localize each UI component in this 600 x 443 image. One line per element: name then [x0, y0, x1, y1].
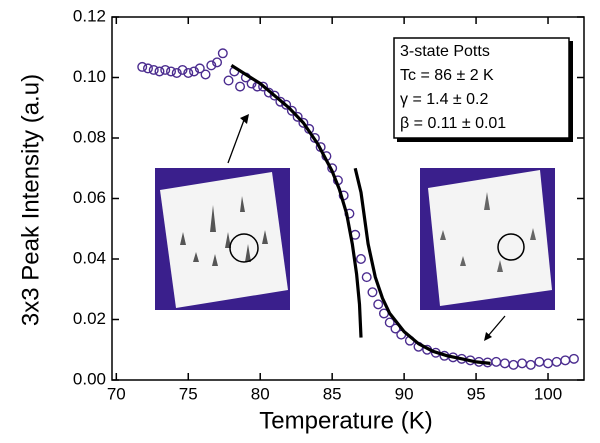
data-point — [292, 111, 303, 122]
data-point — [367, 287, 378, 298]
data-point — [269, 90, 280, 101]
data-point — [212, 57, 223, 68]
data-point — [154, 66, 165, 77]
data-point — [206, 60, 217, 71]
data-point — [560, 355, 571, 366]
data-point — [183, 67, 194, 78]
x-tick-label: 90 — [395, 384, 414, 403]
inset-right — [420, 168, 555, 310]
data-point — [160, 64, 171, 75]
data-point — [171, 67, 182, 78]
data-point — [355, 253, 366, 264]
x-tick-label: 100 — [534, 384, 562, 403]
arrows — [227, 114, 506, 341]
data-point — [373, 299, 384, 310]
annotation: γ = 1.4 ± 0.2 — [400, 91, 488, 108]
x-tick-label: 85 — [323, 384, 342, 403]
data-point — [543, 358, 554, 369]
x-tick-label: 80 — [251, 384, 270, 403]
fit-line — [230, 64, 363, 338]
data-point — [194, 63, 205, 74]
x-tick-label: 95 — [467, 384, 486, 403]
fit-line — [353, 167, 491, 365]
y-tick-label: 0.02 — [73, 309, 106, 328]
data-point — [177, 64, 188, 75]
data-point — [384, 317, 395, 328]
inset-left — [155, 168, 290, 310]
data-point — [499, 358, 510, 369]
data-point — [235, 81, 246, 92]
annotation: Tc = 86 ± 2 K — [400, 67, 494, 84]
data-point — [142, 63, 153, 74]
data-point — [165, 66, 176, 77]
x-axis-title: Temperature (K) — [259, 407, 432, 434]
data-point — [217, 48, 228, 59]
data-point — [275, 96, 286, 107]
data-point — [361, 272, 372, 283]
data-point — [189, 66, 200, 77]
data-point — [298, 117, 309, 128]
y-tick-label: 0.08 — [73, 127, 106, 146]
y-tick-label: 0.04 — [73, 248, 106, 267]
data-point — [223, 75, 234, 86]
y-axis-title: 3x3 Peak Intensity (a.u) — [17, 74, 44, 326]
data-point — [517, 358, 528, 369]
legend-box — [393, 37, 573, 142]
annotation: 3-state Potts — [400, 43, 490, 60]
y-tick-label: 0.06 — [73, 188, 106, 207]
y-tick-label: 0.00 — [73, 369, 106, 388]
data-point — [525, 359, 536, 370]
data-point — [200, 69, 211, 80]
data-point — [137, 61, 148, 72]
data-point — [568, 353, 579, 364]
data-point — [258, 81, 269, 92]
data-point — [281, 99, 292, 110]
annotation: β = 0.11 ± 0.01 — [400, 115, 506, 132]
x-tick-label: 70 — [107, 384, 126, 403]
data-point — [286, 105, 297, 116]
data-point — [148, 64, 159, 75]
data-point — [491, 356, 502, 367]
data-point — [551, 356, 562, 367]
y-tick-label: 0.10 — [73, 67, 106, 86]
data-point — [508, 359, 519, 370]
x-tick-label: 75 — [179, 384, 198, 403]
y-tick-label: 0.12 — [73, 6, 106, 25]
data-point — [534, 356, 545, 367]
